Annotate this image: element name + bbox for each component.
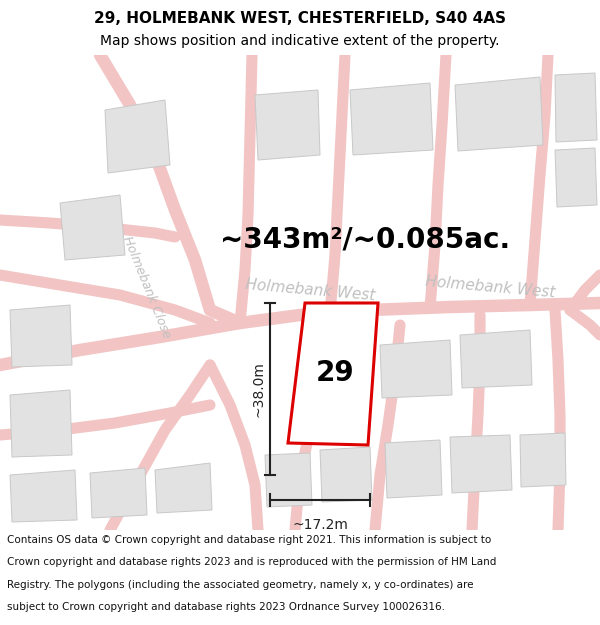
Polygon shape (10, 470, 77, 522)
Text: Map shows position and indicative extent of the property.: Map shows position and indicative extent… (100, 34, 500, 48)
Text: Holmebank Close: Holmebank Close (121, 234, 173, 340)
Polygon shape (555, 148, 597, 207)
Text: 29, HOLMEBANK WEST, CHESTERFIELD, S40 4AS: 29, HOLMEBANK WEST, CHESTERFIELD, S40 4A… (94, 11, 506, 26)
Polygon shape (288, 303, 378, 445)
Polygon shape (60, 195, 125, 260)
Polygon shape (350, 83, 433, 155)
Polygon shape (520, 433, 566, 487)
Polygon shape (450, 435, 512, 493)
Polygon shape (555, 73, 597, 142)
Text: Holmebank West: Holmebank West (244, 277, 376, 303)
Polygon shape (255, 90, 320, 160)
Polygon shape (90, 468, 147, 518)
Text: subject to Crown copyright and database rights 2023 Ordnance Survey 100026316.: subject to Crown copyright and database … (7, 602, 445, 612)
Polygon shape (10, 305, 72, 367)
Text: ~38.0m: ~38.0m (251, 361, 265, 417)
Polygon shape (455, 77, 543, 151)
Polygon shape (310, 350, 362, 403)
Text: ~17.2m: ~17.2m (292, 518, 348, 532)
Polygon shape (460, 330, 532, 388)
Polygon shape (10, 390, 72, 457)
Polygon shape (265, 453, 312, 507)
Polygon shape (320, 447, 372, 502)
Text: Holmebank West: Holmebank West (424, 274, 556, 300)
Polygon shape (380, 340, 452, 398)
Polygon shape (155, 463, 212, 513)
Text: 29: 29 (316, 359, 355, 387)
Text: Crown copyright and database rights 2023 and is reproduced with the permission o: Crown copyright and database rights 2023… (7, 558, 497, 568)
Polygon shape (385, 440, 442, 498)
Text: Contains OS data © Crown copyright and database right 2021. This information is : Contains OS data © Crown copyright and d… (7, 535, 491, 545)
Text: Registry. The polygons (including the associated geometry, namely x, y co-ordina: Registry. The polygons (including the as… (7, 580, 474, 590)
Polygon shape (105, 100, 170, 173)
Text: ~343m²/~0.085ac.: ~343m²/~0.085ac. (220, 226, 510, 254)
